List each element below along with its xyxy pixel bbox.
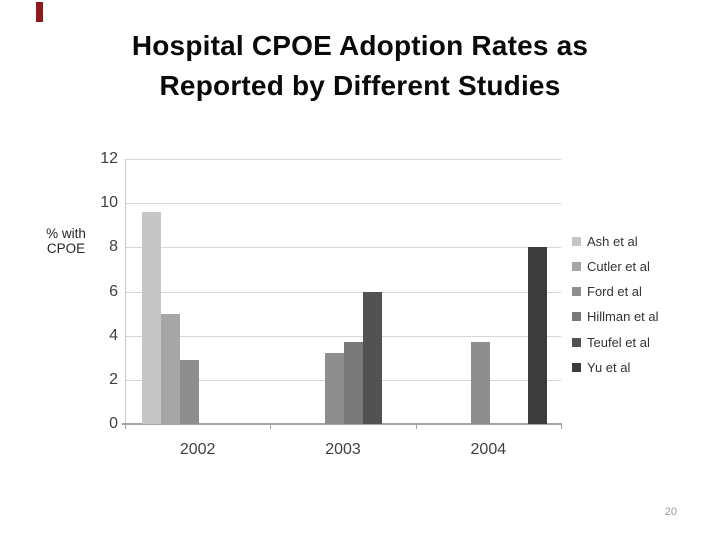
- legend-item-yu: Yu et al: [572, 360, 630, 376]
- gridline-10: [125, 203, 561, 205]
- title-line-1: Hospital CPOE Adoption Rates as: [131, 30, 589, 61]
- legend-item-cutler: Cutler et al: [572, 258, 650, 274]
- x-axis-tick-1: [270, 425, 272, 429]
- y-tick-label-8: 8: [109, 238, 118, 256]
- page-number: 20: [664, 506, 677, 518]
- bar-hillman-2003: [344, 342, 364, 424]
- y-tick-label-6: 6: [109, 282, 118, 300]
- slide-title: Hospital CPOE Adoption Rates as Reported…: [0, 26, 720, 106]
- x-axis-line: [122, 423, 562, 425]
- legend-label: Hillman et al: [587, 309, 659, 325]
- bar-ash-2002: [142, 212, 161, 424]
- x-category-label-2004: 2004: [470, 441, 507, 458]
- legend-swatch-icon: [572, 236, 581, 246]
- y-axis-title-line-2: CPOE: [46, 241, 86, 256]
- legend-label: Teufel et al: [587, 334, 650, 350]
- bar-teufel-2003: [363, 291, 383, 424]
- bar-ford-2004: [470, 342, 490, 424]
- x-category-label-2003: 2003: [325, 441, 361, 458]
- bar-ford-2003: [325, 353, 345, 424]
- bar-yu-2004: [527, 247, 547, 424]
- bar-ford-2002: [180, 359, 199, 424]
- y-tick-label-4: 4: [109, 326, 118, 344]
- legend-swatch-icon: [572, 337, 581, 347]
- legend-label: Ford et al: [587, 284, 642, 300]
- legend-swatch-icon: [572, 363, 581, 372]
- legend-swatch-icon: [572, 287, 581, 297]
- y-tick-label-2: 2: [109, 370, 118, 388]
- gridline-6: [125, 291, 561, 293]
- legend-item-hillman: Hillman et al: [572, 309, 659, 325]
- gridline-12: [125, 159, 561, 160]
- y-axis-line: [125, 159, 126, 424]
- legend-swatch-icon: [572, 261, 581, 271]
- y-axis-title-line-1: % with: [46, 226, 86, 241]
- y-axis-title: % with CPOE: [36, 226, 96, 256]
- title-line-2: Reported by Different Studies: [159, 70, 561, 101]
- legend-swatch-icon: [572, 312, 581, 322]
- legend-label: Ash et al: [587, 233, 638, 249]
- y-tick-label-12: 12: [100, 150, 118, 167]
- gridline-4: [125, 335, 561, 337]
- legend-label: Cutler et al: [587, 258, 650, 274]
- legend-item-ford: Ford et al: [572, 284, 642, 300]
- chart-legend: Ash et al Cutler et al Ford et al Hillman e…: [572, 0, 702, 540]
- legend-item-teufel: Teufel et al: [572, 334, 650, 350]
- y-tick-label-0: 0: [109, 415, 118, 432]
- x-category-label-2002: 2002: [179, 441, 216, 458]
- x-axis-tick-3: [561, 425, 562, 429]
- x-axis-tick-0: [125, 425, 126, 429]
- gridline-8: [125, 247, 561, 249]
- accent-bar: [36, 2, 43, 22]
- x-axis-tick-2: [415, 425, 417, 429]
- legend-label: Yu et al: [587, 360, 631, 375]
- y-tick-label-10: 10: [100, 194, 118, 212]
- legend-item-ash: Ash et al: [572, 233, 638, 249]
- bar-cutler-2002: [161, 313, 180, 424]
